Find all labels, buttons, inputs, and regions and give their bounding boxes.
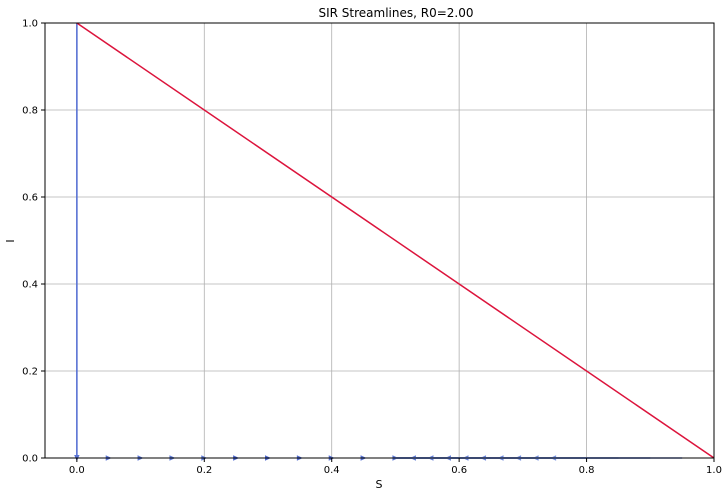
y-tick-label: 0.8 [22,106,38,117]
y-axis-label: I [4,239,17,242]
y-tick-label: 0.0 [22,454,38,465]
ticks: 0.0 0.2 0.4 0.6 0.8 1.0 0.0 0.2 0.4 0.6 0.8 1.0 [22,19,722,477]
axes-frame [44,22,715,459]
boundary-line [76,22,715,459]
x-axis-label: S [376,478,383,491]
boundary-line-group [76,22,715,459]
chart-title: SIR Streamlines, R0=2.00 [318,6,473,20]
x-tick-label: 0.8 [579,465,595,476]
y-tick-label: 0.6 [22,193,38,204]
x-tick-label: 0.4 [324,465,340,476]
x-tick-label: 0.2 [196,465,212,476]
x-tick-label: 1.0 [706,465,722,476]
x-tick-label: 0.0 [69,465,85,476]
y-tick-label: 0.2 [22,367,38,378]
x-tick-label: 0.6 [451,465,467,476]
y-tick-label: 1.0 [22,19,38,30]
y-tick-label: 0.4 [22,280,38,291]
